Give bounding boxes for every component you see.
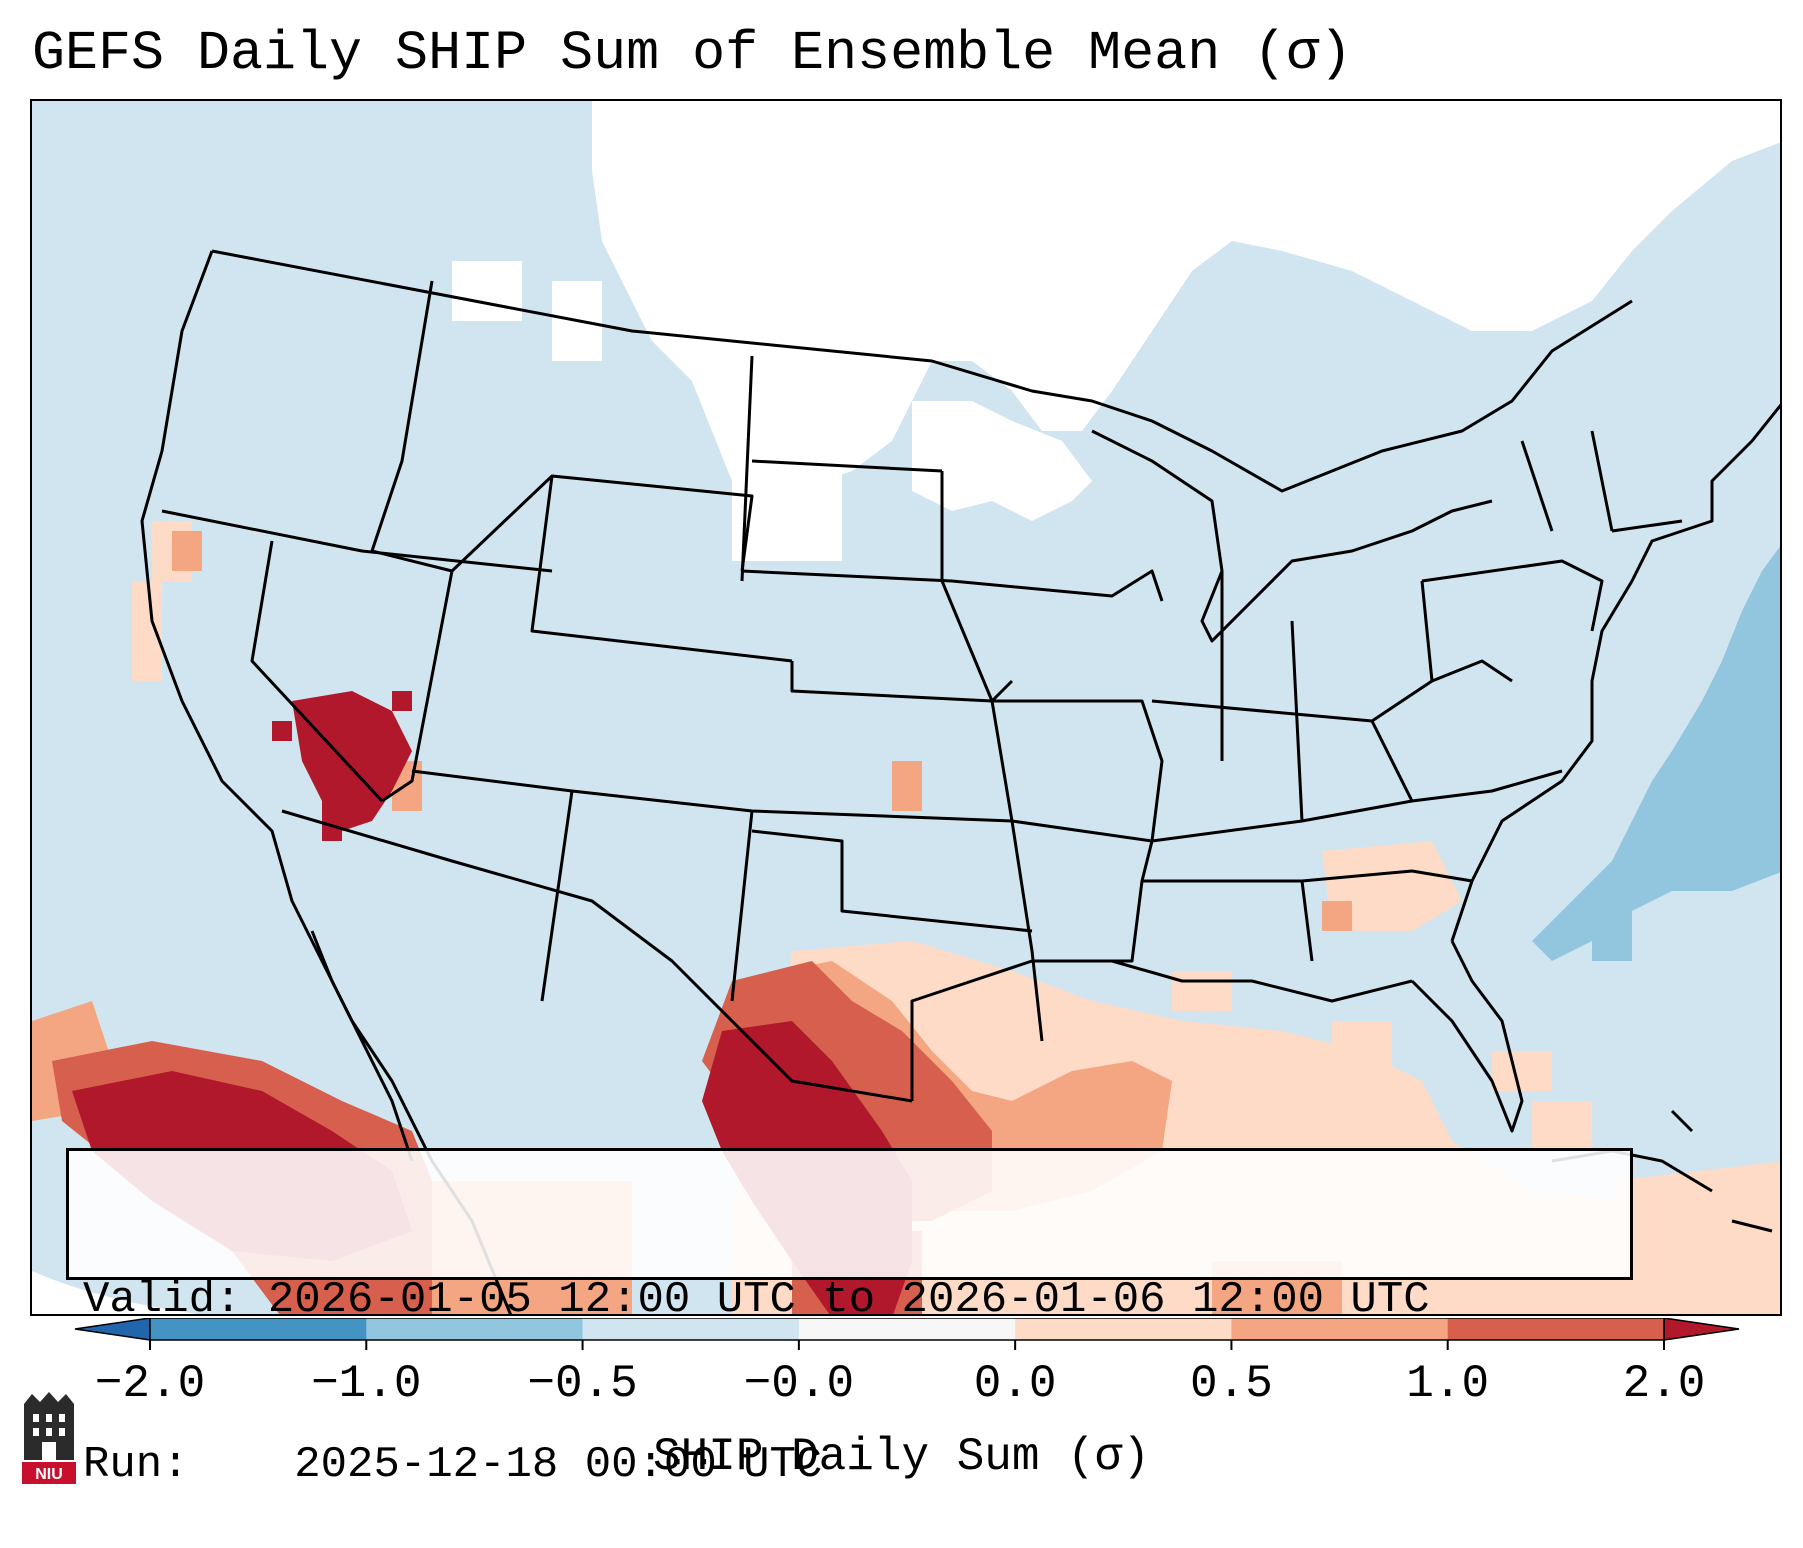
upper-midwest-neutral-region bbox=[912, 401, 1092, 521]
atlantic-negative-region bbox=[1532, 546, 1780, 961]
colorbar-segment bbox=[1447, 1318, 1665, 1340]
great-lakes-shore bbox=[1091, 429, 1493, 643]
atlantic-coast bbox=[1450, 403, 1780, 942]
colorbar-tick-label: −2.0 bbox=[95, 1358, 205, 1410]
colorbar-segment bbox=[150, 1318, 367, 1340]
colorbar-border bbox=[149, 1318, 1665, 1341]
nevada-high-region bbox=[292, 691, 412, 831]
run-value: 2025-12-18 00:00 UTC bbox=[294, 1440, 823, 1490]
logo-banner bbox=[22, 1462, 76, 1484]
map-panel bbox=[30, 99, 1782, 1316]
valid-value: 2026-01-05 12:00 UTC to 2026-01-06 12:00… bbox=[267, 1275, 1430, 1325]
colorbar-tick-label: 0.5 bbox=[1190, 1358, 1273, 1410]
colorbar-tick-label: 1.0 bbox=[1406, 1358, 1489, 1410]
run-info-box: Valid: 2026-01-05 12:00 UTC to 2026-01-0… bbox=[66, 1148, 1633, 1490]
map-canvas bbox=[32, 101, 1780, 1314]
logo-tower-shape bbox=[24, 1392, 74, 1460]
us-mexico-border bbox=[281, 809, 913, 1103]
us-canada-border bbox=[211, 249, 1633, 493]
colorbar-tick-label: −0.5 bbox=[527, 1358, 637, 1410]
colorbar-segments bbox=[74, 1318, 1740, 1341]
colorbar: −2.0 −1.0 −0.5 −0.0 0.0 0.5 1.0 2.0 bbox=[74, 1318, 1740, 1410]
valid-label: Valid: bbox=[83, 1275, 242, 1325]
colorbar-ticks: −2.0 −1.0 −0.5 −0.0 0.0 0.5 1.0 2.0 bbox=[95, 1340, 1706, 1410]
niu-logo: NIU bbox=[22, 1392, 76, 1484]
run-label: Run: bbox=[83, 1440, 189, 1490]
colorbar-label: SHIP Daily Sum (σ) bbox=[653, 1431, 1150, 1483]
colorbar-segment bbox=[582, 1318, 800, 1340]
pacific-coast bbox=[140, 250, 512, 1314]
colorbar-tick-label: 0.0 bbox=[974, 1358, 1057, 1410]
colorbar-tick-label: −0.0 bbox=[744, 1358, 854, 1410]
colorbar-under-arrow bbox=[74, 1318, 151, 1341]
colorbar-tick-label: 2.0 bbox=[1623, 1358, 1706, 1410]
colorbar-segment bbox=[1015, 1318, 1232, 1340]
colorbar-segment bbox=[798, 1318, 1016, 1340]
projection-edge-left bbox=[32, 1271, 198, 1314]
page-title: GEFS Daily SHIP Sum of Ensemble Mean (σ) bbox=[32, 22, 1353, 85]
political-borders bbox=[140, 249, 1780, 1314]
valid-line: Valid: 2026-01-05 12:00 UTC to 2026-01-0… bbox=[83, 1273, 1616, 1328]
colorbar-segment bbox=[1231, 1318, 1449, 1340]
run-line: Run: 2025-12-18 00:00 UTC bbox=[83, 1438, 1616, 1493]
colorbar-over-arrow bbox=[1663, 1318, 1740, 1341]
montana-neutral-patch bbox=[452, 261, 522, 321]
baja-coast bbox=[310, 930, 414, 1162]
colorbar-tick-label: −1.0 bbox=[311, 1358, 421, 1410]
logo-text: NIU bbox=[35, 1466, 63, 1483]
florida-coast bbox=[1410, 940, 1524, 1133]
canada-neutral-region bbox=[592, 101, 1780, 491]
colorbar-segment bbox=[366, 1318, 584, 1340]
